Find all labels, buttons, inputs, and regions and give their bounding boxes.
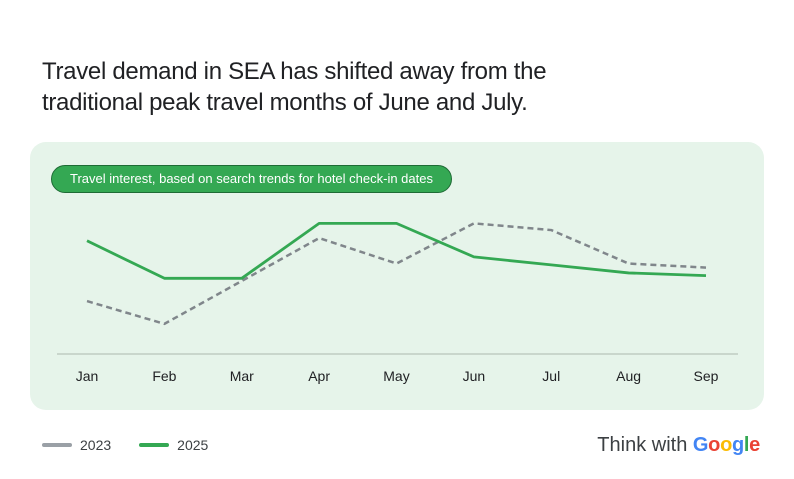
x-tick-label-apr: Apr <box>308 368 330 384</box>
chart-legend: 2023 2025 <box>42 437 236 453</box>
google-wordmark: Google <box>692 434 760 456</box>
legend-item-2025: 2025 <box>139 437 208 453</box>
x-tick-label-jun: Jun <box>463 368 486 384</box>
x-tick-label-jul: Jul <box>542 368 560 384</box>
headline-line-2: traditional peak travel months of June a… <box>42 89 528 116</box>
headline: Travel demand in SEA has shifted away fr… <box>42 56 602 118</box>
series-line-2023 <box>86 222 707 326</box>
chart-subtitle-pill: Travel interest, based on search trends … <box>51 165 452 193</box>
x-tick-label-jan: Jan <box>76 368 99 384</box>
x-tick-label-may: May <box>383 368 409 384</box>
x-tick-label-feb: Feb <box>152 368 176 384</box>
x-tick-label-mar: Mar <box>230 368 254 384</box>
series-line-2025 <box>86 221 707 280</box>
legend-swatch-2023 <box>42 443 72 447</box>
x-tick-label-aug: Aug <box>616 368 641 384</box>
think-with-google-logo: Think with Google <box>597 434 760 457</box>
legend-item-2023: 2023 <box>42 437 111 453</box>
headline-line-1: Travel demand in SEA has shifted away fr… <box>42 58 547 85</box>
brand-prefix: Think with <box>597 434 688 456</box>
legend-swatch-2025 <box>139 443 170 447</box>
x-tick-label-sep: Sep <box>694 368 719 384</box>
legend-label-2025: 2025 <box>177 437 209 453</box>
legend-label-2023: 2023 <box>80 437 112 453</box>
